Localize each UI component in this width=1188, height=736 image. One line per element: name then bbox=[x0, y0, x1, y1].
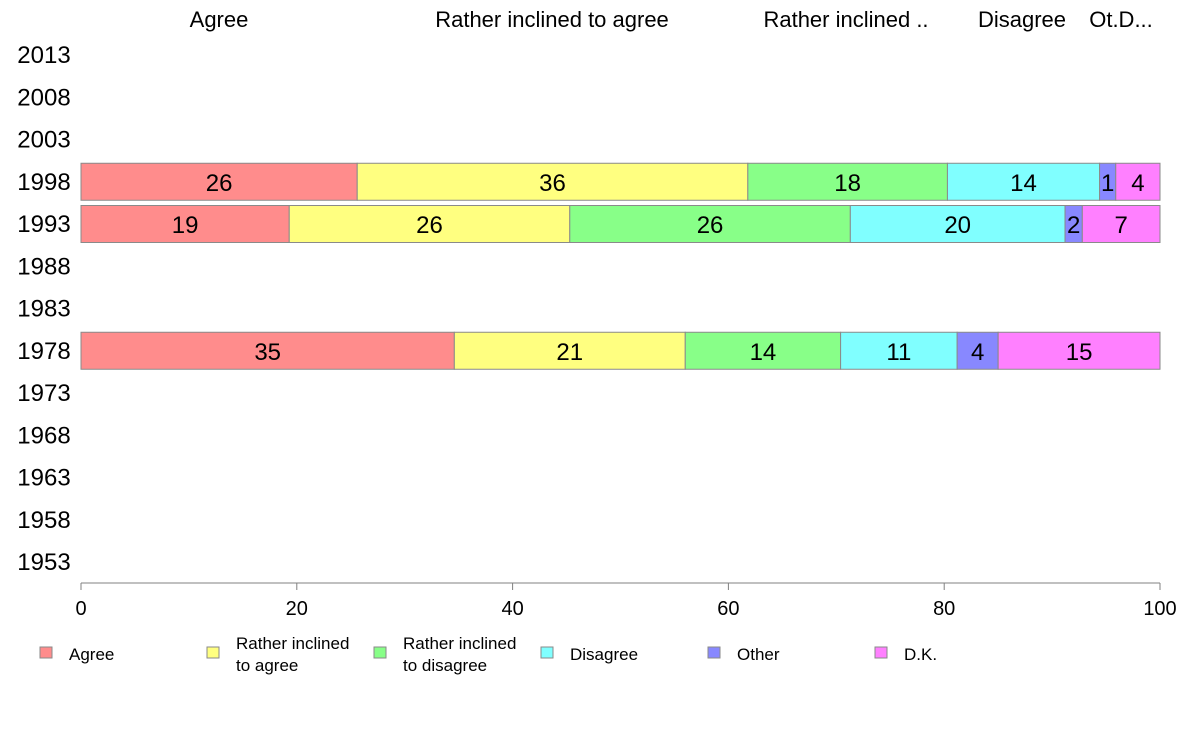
legend-label: Other bbox=[737, 645, 780, 664]
bar-value-label: 26 bbox=[416, 212, 443, 239]
bar-segment bbox=[569, 205, 851, 243]
bar-segment bbox=[1081, 205, 1161, 243]
bar-value-label: 20 bbox=[944, 212, 971, 239]
bar-value-label: 1 bbox=[1101, 170, 1114, 197]
bar-segment bbox=[997, 331, 1161, 370]
bar-segment bbox=[1115, 162, 1161, 201]
year-label: 1953 bbox=[17, 549, 70, 576]
bar-value-label: 26 bbox=[697, 212, 724, 239]
legend-swatch bbox=[707, 646, 721, 659]
legend-label: to agree bbox=[236, 656, 298, 675]
legend-swatch bbox=[540, 646, 554, 659]
column-header: Agree bbox=[190, 7, 249, 32]
bar-value-label: 2 bbox=[1067, 212, 1080, 239]
y-axis: 2013 2008 2003 1998 1993 1988 1983 1978 1973 1968… bbox=[17, 42, 70, 576]
column-header: Rather inclined to agree bbox=[435, 7, 669, 32]
legend-swatch bbox=[39, 646, 53, 659]
legend-label: D.K. bbox=[904, 645, 937, 664]
year-label: 2013 bbox=[17, 42, 70, 69]
bar-value-label: 4 bbox=[1131, 170, 1144, 197]
bar-segment bbox=[80, 331, 455, 370]
year-label: 1963 bbox=[17, 465, 70, 492]
year-label: 1983 bbox=[17, 296, 70, 323]
bar-segment bbox=[80, 162, 358, 201]
bar-value-label: 21 bbox=[556, 339, 583, 366]
bar-segment bbox=[747, 162, 948, 201]
bar-segment bbox=[840, 331, 958, 370]
x-tick-label: 80 bbox=[933, 598, 955, 620]
column-header: Rather inclined .. bbox=[763, 7, 928, 32]
x-tick-label: 60 bbox=[717, 598, 739, 620]
x-axis: 0 20 40 60 80 100 bbox=[75, 582, 1177, 620]
column-headers: Agree Rather inclined to agree Rather incl… bbox=[190, 7, 1153, 32]
year-label: 1988 bbox=[17, 253, 70, 280]
legend-label: Rather inclined bbox=[236, 634, 349, 653]
bar-value-label: 4 bbox=[971, 339, 984, 366]
bar-segment bbox=[453, 331, 686, 370]
year-label: 1968 bbox=[17, 422, 70, 449]
year-label: 1998 bbox=[17, 169, 70, 196]
year-label: 1993 bbox=[17, 211, 70, 238]
bar-value-label: 26 bbox=[206, 170, 233, 197]
legend-swatch bbox=[874, 646, 888, 659]
bar-segment bbox=[288, 205, 571, 243]
year-label: 1958 bbox=[17, 507, 70, 534]
bar-value-label: 15 bbox=[1066, 339, 1093, 366]
year-label: 1978 bbox=[17, 338, 70, 365]
column-header: Ot.D... bbox=[1089, 7, 1153, 32]
bar-value-label: 11 bbox=[886, 339, 911, 366]
bar-value-label: 14 bbox=[750, 339, 777, 366]
legend-swatch bbox=[373, 646, 387, 659]
column-header: Disagree bbox=[978, 7, 1066, 32]
bar-value-label: 35 bbox=[254, 339, 281, 366]
bar-value-label: 36 bbox=[539, 170, 566, 197]
legend-label: to disagree bbox=[403, 656, 487, 675]
legend-label: Disagree bbox=[570, 645, 638, 664]
x-tick-label: 0 bbox=[75, 598, 86, 620]
bar-segment bbox=[849, 205, 1066, 243]
bar-value-label: 7 bbox=[1114, 212, 1127, 239]
x-tick-label: 20 bbox=[286, 598, 308, 620]
bars: 26 36 18 14 1 419 26 26 20 2 735 21 14 11 4 15 bbox=[80, 162, 1161, 370]
legend-label: Rather inclined bbox=[403, 634, 516, 653]
bar-segment bbox=[684, 331, 842, 370]
year-label: 2008 bbox=[17, 84, 70, 111]
bar-value-label: 18 bbox=[834, 170, 861, 197]
legend-swatch bbox=[206, 646, 220, 659]
legend: Agree Rather inclined to agree Rather incli… bbox=[39, 634, 937, 675]
x-tick-label: 40 bbox=[501, 598, 523, 620]
bar-segment bbox=[356, 162, 749, 201]
bar-value-label: 14 bbox=[1010, 170, 1037, 197]
year-label: 1973 bbox=[17, 380, 70, 407]
bar-segment bbox=[80, 205, 290, 243]
legend-label: Agree bbox=[69, 645, 114, 664]
bar-value-label: 19 bbox=[172, 212, 199, 239]
year-label: 2003 bbox=[17, 127, 70, 154]
x-tick-label: 100 bbox=[1143, 598, 1176, 620]
